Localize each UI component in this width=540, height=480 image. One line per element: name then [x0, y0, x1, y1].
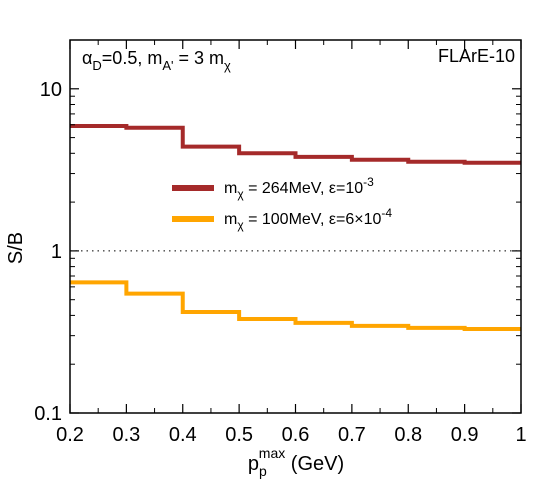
series-line-2 — [70, 280, 521, 331]
plot-frame — [69, 39, 522, 414]
legend-label-1: mχ = 264MeV, ε=10-3 — [224, 175, 374, 201]
x-tick-label: 0.3 — [112, 424, 140, 446]
chart-title-right: FLArE-10 — [438, 46, 515, 66]
series-line-1 — [70, 123, 521, 165]
x-tick-label: 0.4 — [169, 424, 197, 446]
x-tick-label: 0.5 — [225, 424, 253, 446]
x-tick-label: 0.2 — [56, 424, 84, 446]
tick-labels: 0.2 0.3 0.4 0.5 0.6 0.7 0.8 0.9 1 0.1 1 10 — [34, 79, 526, 446]
x-axis-label: ppmax (GeV) — [248, 445, 344, 479]
y-tick-label: 1 — [51, 241, 62, 263]
y-axis-label: S/B — [5, 232, 27, 264]
x-tick-label: 0.6 — [282, 424, 310, 446]
x-tick-label: 0.8 — [394, 424, 422, 446]
series-layer — [70, 123, 521, 331]
x-tick-label: 1 — [515, 424, 526, 446]
x-tick-label: 0.7 — [338, 424, 366, 446]
x-tick-label: 0.9 — [451, 424, 479, 446]
chart-title-left: αD=0.5, mA' = 3 mχ — [82, 48, 231, 73]
y-tick-label: 10 — [40, 79, 62, 101]
legend: mχ = 264MeV, ε=10-3 mχ = 100MeV, ε=6×10-… — [172, 175, 392, 232]
y-tick-label: 0.1 — [34, 403, 62, 425]
legend-label-2: mχ = 100MeV, ε=6×10-4 — [224, 206, 392, 232]
